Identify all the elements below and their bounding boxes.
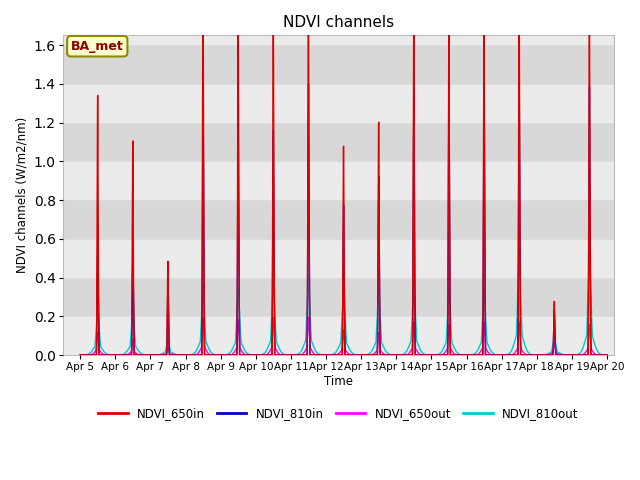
NDVI_650out <box>604 352 611 358</box>
NDVI_650in <box>278 352 286 358</box>
NDVI_650in <box>362 352 370 358</box>
Legend: NDVI_650in, NDVI_810in, NDVI_650out, NDVI_810out: NDVI_650in, NDVI_810in, NDVI_650out, NDV… <box>93 402 583 425</box>
Line: NDVI_810out: NDVI_810out <box>80 249 607 355</box>
NDVI_810out <box>76 352 84 358</box>
NDVI_810out <box>515 246 523 252</box>
NDVI_650out <box>394 352 401 358</box>
NDVI_810in <box>203 352 211 358</box>
NDVI_650in <box>467 352 475 358</box>
Text: BA_met: BA_met <box>71 40 124 53</box>
NDVI_810in <box>394 352 401 358</box>
NDVI_650out <box>362 352 370 358</box>
NDVI_810in <box>515 81 523 87</box>
NDVI_810in <box>278 352 286 358</box>
Bar <box>63 200 614 239</box>
NDVI_650out <box>147 352 154 358</box>
NDVI_810in <box>112 352 120 358</box>
Y-axis label: NDVI channels (W/m2/nm): NDVI channels (W/m2/nm) <box>15 117 28 273</box>
NDVI_650in <box>76 352 84 358</box>
NDVI_810out <box>112 352 120 358</box>
NDVI_650out <box>76 352 84 358</box>
NDVI_650in <box>604 352 611 358</box>
NDVI_810in <box>467 352 475 358</box>
NDVI_650in <box>112 352 120 358</box>
Bar <box>63 122 614 161</box>
NDVI_650out <box>278 352 286 358</box>
NDVI_810out <box>362 352 370 358</box>
NDVI_810out <box>394 352 401 358</box>
Bar <box>63 277 614 316</box>
NDVI_650out <box>467 352 475 358</box>
NDVI_810in <box>604 352 611 358</box>
Bar <box>63 45 614 84</box>
NDVI_810in <box>76 352 84 358</box>
NDVI_650in <box>203 352 211 358</box>
NDVI_650out <box>112 352 120 358</box>
NDVI_810out <box>278 350 286 356</box>
NDVI_650out <box>203 348 211 354</box>
NDVI_810in <box>362 352 370 358</box>
X-axis label: Time: Time <box>324 375 353 388</box>
Title: NDVI channels: NDVI channels <box>283 15 394 30</box>
NDVI_650in <box>394 352 401 358</box>
Line: NDVI_650in: NDVI_650in <box>80 0 607 355</box>
NDVI_810out <box>203 341 211 347</box>
Line: NDVI_650out: NDVI_650out <box>80 317 607 355</box>
NDVI_810out <box>604 352 611 358</box>
NDVI_810out <box>467 352 475 358</box>
NDVI_650out <box>269 314 277 320</box>
Line: NDVI_810in: NDVI_810in <box>80 84 607 355</box>
